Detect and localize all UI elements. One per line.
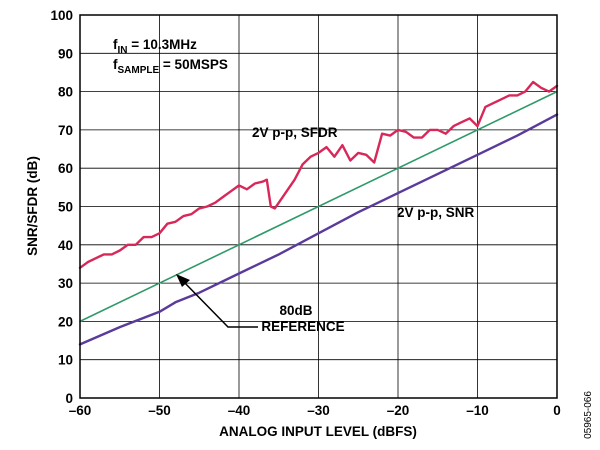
sfdr-series-label: 2V p-p, SFDR <box>252 125 338 140</box>
y-tick-label: 10 <box>58 353 73 368</box>
reference-label-line2: REFERENCE <box>261 319 344 334</box>
x-tick-label: –40 <box>228 403 251 418</box>
x-tick-label: –20 <box>387 403 410 418</box>
grid <box>80 15 557 398</box>
series-layer <box>78 80 559 346</box>
y-tick-label: 70 <box>58 123 73 138</box>
y-tick-label: 60 <box>58 161 73 176</box>
sfdr-series-line <box>78 80 559 269</box>
y-tick-label: 40 <box>58 238 73 253</box>
condition-fin: fIN = 10.3MHz <box>113 37 197 56</box>
snr-series-line <box>78 113 559 346</box>
y-tick-label: 20 <box>58 314 73 329</box>
figure-id: 05965-066 <box>583 391 594 439</box>
y-tick-label: 80 <box>58 85 73 100</box>
y-tick-label: 50 <box>58 200 73 215</box>
y-tick-label: 0 <box>65 391 73 406</box>
x-tick-labels: –60 –50 –40 –30 –20 –10 0 <box>69 403 561 418</box>
x-tick-label: –60 <box>69 403 92 418</box>
reference-series-line <box>79 90 558 323</box>
y-tick-label: 90 <box>58 46 73 61</box>
x-tick-label: –50 <box>148 403 171 418</box>
condition-fsample: fSAMPLE = 50MSPS <box>113 57 228 76</box>
reference-leader-line <box>180 278 258 328</box>
y-tick-label: 100 <box>50 8 73 23</box>
x-tick-label: –10 <box>466 403 489 418</box>
reference-arrowhead <box>176 274 190 287</box>
plot-frame <box>79 14 558 399</box>
y-tick-labels: 0 10 20 30 40 50 60 70 80 90 100 <box>50 8 73 406</box>
snr-series-label: 2V p-p, SNR <box>397 205 475 220</box>
y-tick-label: 30 <box>58 276 73 291</box>
y-axis-title: SNR/SFDR (dB) <box>25 156 40 256</box>
x-tick-label: –30 <box>307 403 330 418</box>
reference-label-line1: 80dB <box>279 303 312 318</box>
x-tick-label: 0 <box>553 403 561 418</box>
x-axis-title: ANALOG INPUT LEVEL (dBFS) <box>219 424 417 439</box>
